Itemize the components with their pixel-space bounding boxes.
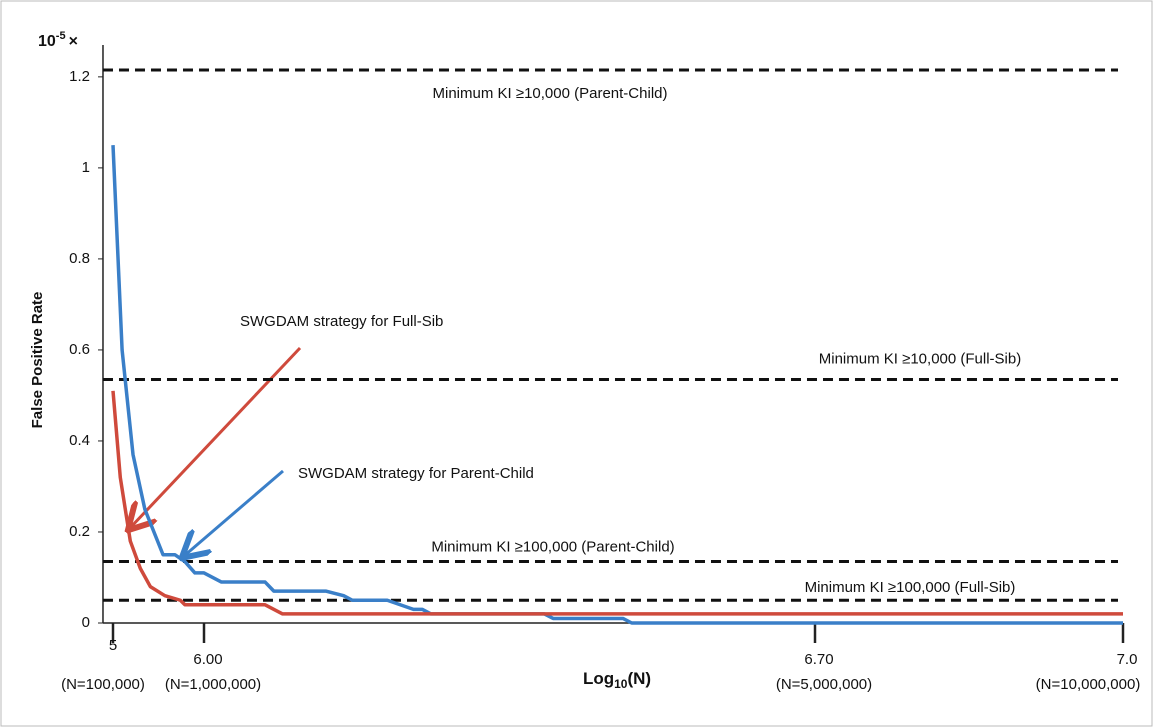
y-tick-label: 0.6 bbox=[69, 341, 90, 358]
annotation-arrow bbox=[184, 469, 284, 556]
reference-label: Minimum KI ≥10,000 (Full-Sib) bbox=[819, 350, 1021, 367]
x-tick-note: (N=100,000) bbox=[61, 676, 145, 693]
x-axis-title-part: (N) bbox=[627, 669, 651, 688]
axis-multiplier-part: × bbox=[69, 33, 78, 50]
reference-label: Minimum KI ≥100,000 (Parent-Child) bbox=[431, 539, 674, 556]
axis-multiplier-part: 10 bbox=[38, 33, 56, 50]
y-axis-title: False Positive Rate bbox=[29, 292, 46, 429]
x-axis-title-part: 10 bbox=[614, 677, 628, 691]
annotation-arrow bbox=[130, 346, 302, 528]
y-tick-label: 0.8 bbox=[69, 250, 90, 267]
y-tick-label: 0.4 bbox=[69, 432, 90, 449]
x-axis-title: Log10(N) bbox=[583, 669, 651, 691]
x-tick-note: (N=1,000,000) bbox=[165, 676, 261, 693]
x-axis-title-part: Log bbox=[583, 669, 614, 688]
x-tick-note: (N=5,000,000) bbox=[776, 676, 872, 693]
annotation: SWGDAM strategy for Full-Sib bbox=[240, 313, 443, 330]
series-line bbox=[111, 390, 1123, 616]
y-tick-label: 1 bbox=[82, 159, 90, 176]
annotation: SWGDAM strategy for Parent-Child bbox=[298, 465, 534, 482]
reference-label: Minimum KI ≥100,000 (Full-Sib) bbox=[805, 579, 1016, 596]
x-tick-note: (N=10,000,000) bbox=[1036, 676, 1141, 693]
reference-label: Minimum KI ≥10,000 (Parent-Child) bbox=[433, 85, 668, 102]
x-tick-label: 6.00 bbox=[193, 651, 222, 668]
y-tick-label: 0 bbox=[82, 614, 90, 631]
y-tick-label: 1.2 bbox=[69, 68, 90, 85]
x-tick-label: 7.0 bbox=[1117, 651, 1138, 668]
axis-multiplier: 10-5 × bbox=[38, 30, 78, 50]
y-tick-label: 0.2 bbox=[69, 523, 90, 540]
x-tick-label: 6.70 bbox=[804, 651, 833, 668]
axis-multiplier-part: -5 bbox=[56, 30, 66, 42]
x-tick-label: 5 bbox=[109, 637, 117, 654]
